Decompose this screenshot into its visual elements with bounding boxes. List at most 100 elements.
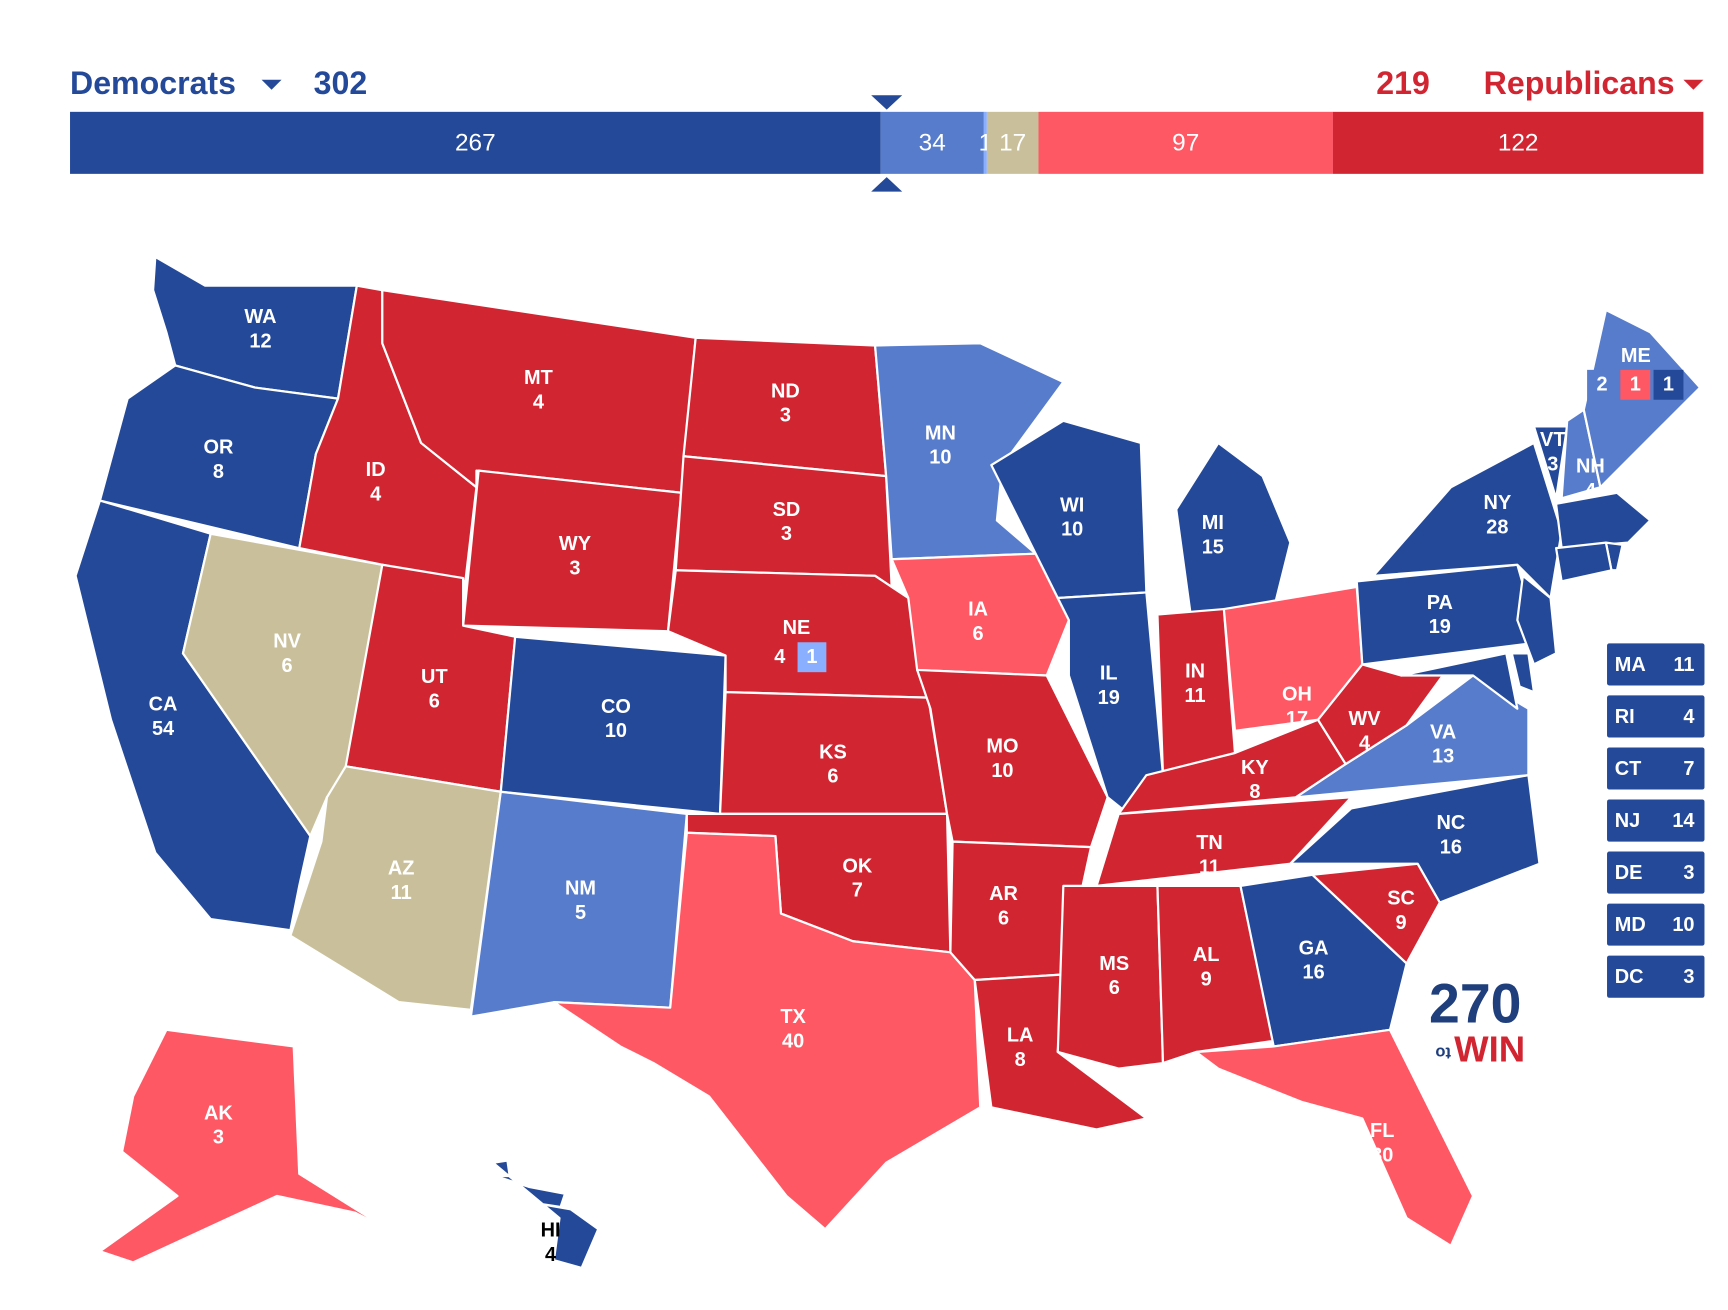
state[interactable] — [674, 455, 893, 589]
small-state-ev: 4 — [1683, 706, 1694, 728]
state[interactable] — [1510, 652, 1536, 694]
bar-segment[interactable] — [983, 111, 987, 174]
district-box — [1587, 369, 1618, 400]
small-state-abbr: NJ — [1615, 810, 1640, 832]
state-abbr: AL — [1193, 944, 1220, 966]
state-ev: 19 — [1098, 687, 1120, 709]
state-abbr: NH — [1576, 456, 1605, 478]
small-state-ev: 3 — [1683, 862, 1694, 884]
left-party-label[interactable]: Democrats — [70, 65, 236, 101]
state-ev: 13 — [1432, 746, 1454, 768]
small-state-box[interactable] — [1607, 643, 1705, 686]
state[interactable] — [1175, 441, 1292, 616]
state-ev: 7 — [852, 880, 863, 902]
state[interactable] — [1554, 541, 1613, 583]
state-ev: 10 — [605, 720, 627, 742]
state-abbr: ME — [1621, 345, 1651, 367]
state[interactable] — [1195, 1028, 1475, 1247]
state-abbr: ND — [771, 380, 800, 402]
state-ev: 6 — [827, 766, 838, 788]
bar-segment[interactable] — [1038, 111, 1333, 174]
state[interactable] — [1554, 491, 1652, 550]
state-labels: WA12OR8CA54NV6ID4MT4WY3UT6AZ11CO10NM5ND3… — [149, 306, 1705, 1266]
states — [74, 255, 1702, 1270]
small-state-box[interactable] — [1607, 903, 1705, 946]
bar-segment[interactable] — [1332, 111, 1704, 174]
state-ev: 28 — [1486, 516, 1508, 538]
bar-segment-label: 17 — [999, 129, 1026, 156]
state[interactable] — [1056, 884, 1165, 1070]
state[interactable] — [873, 342, 1065, 561]
small-state-box[interactable] — [1607, 695, 1705, 738]
state-ev: 15 — [1202, 536, 1224, 558]
small-state-abbr: DE — [1615, 862, 1643, 884]
state-abbr: AZ — [388, 858, 415, 880]
state[interactable] — [491, 1159, 600, 1270]
state-ev: 6 — [429, 690, 440, 712]
bar-segment-label: 122 — [1498, 129, 1539, 156]
small-state-box[interactable] — [1607, 747, 1705, 790]
state-ev: 11 — [1199, 856, 1220, 878]
state-abbr: OH — [1282, 684, 1312, 706]
state-abbr: CO — [601, 696, 631, 718]
state-ev: 3 — [569, 557, 580, 579]
state-ev: 3 — [780, 405, 791, 427]
state-ev: 10 — [991, 760, 1013, 782]
state-ev: 11 — [391, 882, 412, 904]
state-ev: 9 — [1201, 968, 1212, 990]
dropdown-arrow[interactable] — [1683, 79, 1704, 90]
state-abbr: CA — [149, 694, 178, 716]
state-abbr: NM — [565, 877, 596, 899]
state-abbr: OK — [842, 855, 872, 877]
bar-segment-label: 34 — [919, 129, 946, 156]
state-abbr: ID — [366, 459, 386, 481]
state[interactable] — [1532, 425, 1569, 500]
small-state-box[interactable] — [1607, 955, 1705, 998]
state[interactable] — [1399, 652, 1519, 710]
state-abbr: IL — [1100, 663, 1118, 685]
state-ev: 8 — [213, 461, 224, 483]
state-abbr: NE — [783, 617, 811, 639]
dropdown-arrow[interactable] — [261, 79, 282, 90]
small-state-abbr: CT — [1615, 758, 1642, 780]
state-ev: 3 — [781, 523, 792, 545]
small-state-box[interactable] — [1607, 799, 1705, 842]
small-state-ev: 3 — [1683, 966, 1694, 988]
district-ev: 1 — [1663, 374, 1674, 396]
state-abbr: MN — [925, 422, 956, 444]
bar-segment[interactable] — [880, 111, 984, 174]
state-ev: 17 — [1286, 708, 1308, 730]
state-abbr: MT — [524, 367, 553, 389]
state-abbr: HI — [541, 1220, 561, 1242]
state[interactable] — [1239, 873, 1408, 1048]
state-abbr: TX — [780, 1006, 806, 1028]
state-abbr: IA — [968, 598, 988, 620]
state[interactable] — [1516, 574, 1558, 666]
state[interactable] — [552, 831, 982, 1231]
logo: 270 to WIN — [1429, 972, 1525, 1069]
state-ev: 40 — [782, 1030, 804, 1052]
state[interactable] — [98, 1028, 389, 1264]
state-ev: 4 — [774, 646, 785, 668]
bar-segment[interactable] — [70, 111, 881, 174]
small-state-abbr: MD — [1615, 914, 1646, 936]
state-ev: 4 — [533, 391, 544, 413]
state-ev: 9 — [1396, 912, 1407, 934]
state-abbr: SD — [773, 499, 801, 521]
state[interactable] — [1156, 884, 1275, 1065]
state-abbr: KY — [1241, 757, 1269, 779]
state-abbr: GA — [1299, 937, 1329, 959]
state-abbr: MI — [1202, 512, 1224, 534]
small-state-ev: 7 — [1683, 758, 1694, 780]
state-abbr: MO — [986, 736, 1018, 758]
right-party-label[interactable]: Republicans — [1484, 65, 1675, 101]
bar-segment[interactable] — [986, 111, 1039, 174]
logo-number: 270 — [1429, 972, 1521, 1034]
state-abbr: NC — [1437, 812, 1466, 834]
small-state-box[interactable] — [1607, 851, 1705, 894]
state[interactable] — [1289, 774, 1541, 904]
state[interactable] — [1355, 563, 1541, 666]
state-ev: 16 — [1302, 962, 1324, 984]
district-ev: 2 — [1597, 374, 1608, 396]
